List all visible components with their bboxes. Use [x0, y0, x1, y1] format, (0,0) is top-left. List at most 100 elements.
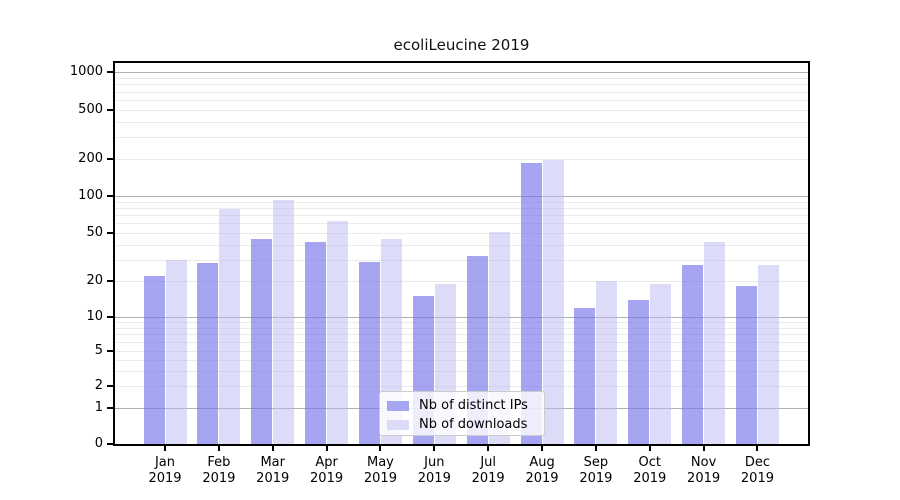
y-tick-mark [107, 71, 115, 73]
y-tick-mark [107, 316, 115, 318]
y-tick-mark [107, 350, 115, 352]
gridline-minor [115, 371, 808, 372]
y-tick-label: 500 [78, 102, 103, 117]
y-tick-mark [107, 280, 115, 282]
gridline-minor [115, 78, 808, 79]
bar-dec-distinct-ips [735, 286, 757, 444]
gridline-minor [115, 215, 808, 216]
bar-oct-distinct-ips [628, 299, 650, 444]
x-tick-mark [756, 444, 759, 451]
gridline-minor [115, 202, 808, 203]
gridline-minor [115, 342, 808, 343]
x-tick-label-jan: Jan 2019 [148, 455, 182, 486]
x-tick-mark [271, 444, 274, 451]
x-tick-label-jun: Jun 2019 [417, 455, 451, 486]
x-tick-label-may: May 2019 [363, 455, 397, 486]
gridline-minor [115, 351, 808, 352]
gridline-major [115, 196, 808, 197]
gridline-minor [115, 322, 808, 323]
legend-swatch-distinct-ips [387, 400, 409, 411]
gridline-minor [115, 122, 808, 123]
x-tick-mark [164, 444, 166, 451]
gridline-minor [115, 92, 808, 93]
y-tick-label: 0 [94, 436, 103, 451]
y-tick-label: 20 [86, 273, 103, 288]
gridline-minor [115, 245, 808, 246]
x-tick-label-apr: Apr 2019 [310, 455, 344, 486]
y-tick-mark [107, 158, 115, 160]
legend-item-downloads: Nb of downloads [387, 417, 528, 432]
bar-nov-distinct-ips [682, 265, 704, 444]
gridline-minor [115, 260, 808, 261]
y-tick-label: 2 [94, 378, 103, 393]
x-tick-label-nov: Nov 2019 [687, 455, 721, 486]
bar-jan-distinct-ips [143, 276, 165, 444]
gridline-minor [115, 281, 808, 282]
x-tick-mark [702, 444, 705, 451]
y-tick-mark [107, 232, 115, 234]
x-tick-mark [379, 444, 382, 451]
bar-dec-downloads [757, 265, 779, 444]
x-tick-mark [325, 444, 328, 451]
x-tick-label-dec: Dec 2019 [740, 455, 774, 486]
legend-swatch-downloads [387, 419, 409, 430]
gridline-minor [115, 159, 808, 160]
bar-jul-downloads [488, 231, 510, 444]
gridline-minor [115, 386, 808, 387]
y-tick-label: 200 [78, 151, 103, 166]
legend: Nb of distinct IPs Nb of downloads [379, 391, 545, 436]
bar-sep-distinct-ips [574, 307, 596, 444]
y-tick-label: 50 [86, 225, 103, 240]
y-tick-mark [107, 385, 115, 387]
bar-feb-distinct-ips [197, 263, 219, 444]
gridline-minor [115, 137, 808, 138]
x-tick-mark [217, 444, 220, 451]
gridline-minor [115, 110, 808, 111]
bar-mar-downloads [273, 199, 295, 444]
legend-item-distinct-ips: Nb of distinct IPs [387, 398, 528, 413]
x-tick-label-sep: Sep 2019 [579, 455, 613, 486]
y-tick-label: 5 [94, 343, 103, 358]
gridline-minor [115, 360, 808, 361]
y-tick-label: 10 [86, 309, 103, 324]
plot-area: 0 1 2 5 10 20 50 100 200 500 1000 Jan 2019 Feb 2019 Mar… [70, 61, 810, 486]
y-tick-mark [107, 195, 115, 197]
bar-aug-downloads [542, 160, 564, 444]
gridline-minor [115, 208, 808, 209]
gridline-minor [115, 233, 808, 234]
x-tick-label-jul: Jul 2019 [471, 455, 505, 486]
gridline-major [115, 72, 808, 73]
y-tick-mark [107, 109, 115, 111]
chart-title: ecoliLeucine 2019 [393, 36, 530, 54]
y-tick-mark [107, 407, 115, 409]
bar-apr-distinct-ips [305, 242, 327, 444]
x-tick-label-feb: Feb 2019 [202, 455, 236, 486]
gridline-minor [115, 223, 808, 224]
x-tick-label-aug: Aug 2019 [525, 455, 559, 486]
y-tick-label: 100 [78, 188, 103, 203]
x-tick-label-oct: Oct 2019 [633, 455, 667, 486]
gridline-minor [115, 334, 808, 335]
bar-feb-downloads [219, 209, 241, 444]
bar-jan-downloads [165, 259, 187, 444]
gridline-minor [115, 100, 808, 101]
x-tick-mark [433, 444, 436, 451]
y-tick-label: 1000 [69, 64, 103, 79]
x-tick-mark [648, 444, 651, 451]
gridline-minor [115, 328, 808, 329]
bar-apr-downloads [327, 220, 349, 444]
y-tick-label: 1 [94, 400, 103, 415]
x-tick-mark [541, 444, 544, 451]
x-tick-label-mar: Mar 2019 [256, 455, 290, 486]
legend-label-distinct-ips: Nb of distinct IPs [419, 398, 528, 413]
x-tick-mark [594, 444, 597, 451]
bar-aug-distinct-ips [520, 163, 542, 444]
y-tick-mark [107, 443, 115, 445]
bar-nov-downloads [704, 242, 726, 444]
legend-label-downloads: Nb of downloads [419, 417, 528, 432]
bar-may-distinct-ips [358, 261, 380, 444]
x-tick-mark [487, 444, 490, 451]
bar-oct-downloads [650, 283, 672, 444]
bar-sep-downloads [596, 281, 618, 444]
